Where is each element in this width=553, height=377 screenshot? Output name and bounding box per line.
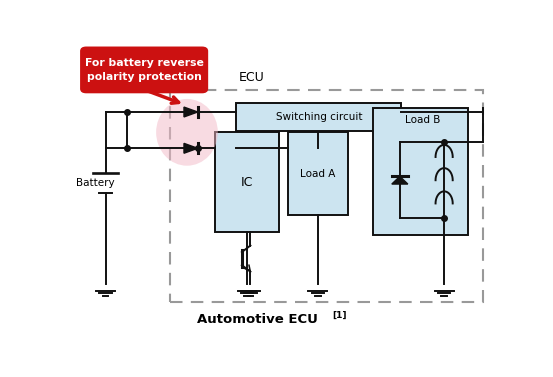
Polygon shape [392,176,408,184]
Polygon shape [184,143,198,153]
Text: IC: IC [241,176,253,189]
Text: ECU: ECU [238,71,264,84]
Text: [1]: [1] [333,311,347,320]
Text: Load B: Load B [405,115,440,125]
Text: Switching circuit: Switching circuit [275,112,362,122]
Text: For battery reverse
polarity protection: For battery reverse polarity protection [85,58,204,82]
Text: Automotive ECU: Automotive ECU [197,313,318,326]
Text: Battery: Battery [76,178,114,188]
Text: Load A: Load A [300,169,335,179]
Ellipse shape [156,99,218,166]
FancyBboxPatch shape [81,48,207,92]
Bar [373,108,468,235]
Polygon shape [184,107,198,117]
Bar [215,132,279,233]
Bar [236,103,401,131]
Bar [288,132,348,215]
Bar [170,90,483,302]
